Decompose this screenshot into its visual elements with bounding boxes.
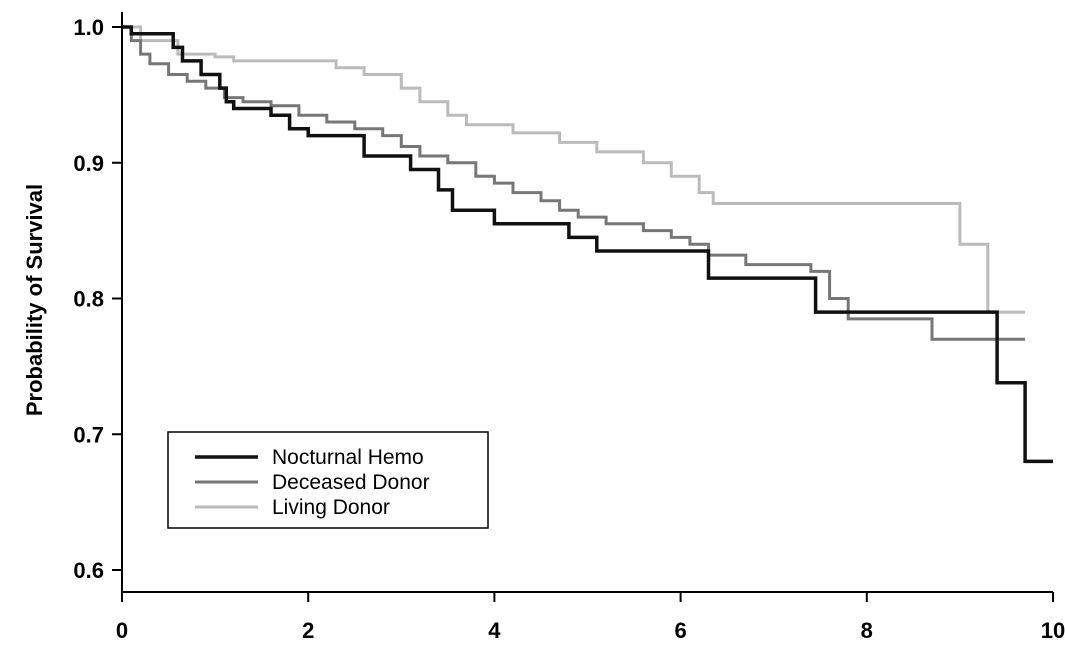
series-line-nocturnal-hemo [122,25,1053,464]
y-tick-label: 0.8 [73,287,104,312]
y-tick-label: 0.6 [73,558,104,583]
x-tick-label: 2 [302,618,314,643]
series-layer [122,25,1053,464]
x-tick-label: 0 [116,618,128,643]
axes: 0.6 0.7 0.8 0.9 1.0 0 2 4 6 8 10 [73,12,1065,643]
y-tick-label: 0.9 [73,151,104,176]
legend-label-nocturnal-hemo: Nocturnal Hemo [272,446,424,469]
y-tick-label: 1.0 [73,15,104,40]
x-tick-label: 10 [1041,618,1065,643]
legend-label-living-donor: Living Donor [272,496,390,519]
series-line-deceased-donor [122,25,1026,341]
series-line-living-donor [122,25,1026,314]
x-tick-label: 6 [674,618,686,643]
legend-box [167,431,489,529]
legend-label-deceased-donor: Deceased Donor [272,471,430,494]
x-tick-label: 8 [861,618,873,643]
y-tick-label: 0.7 [73,422,104,447]
y-axis-title: Probability of Survival [22,184,47,416]
x-tick-label: 4 [488,618,501,643]
